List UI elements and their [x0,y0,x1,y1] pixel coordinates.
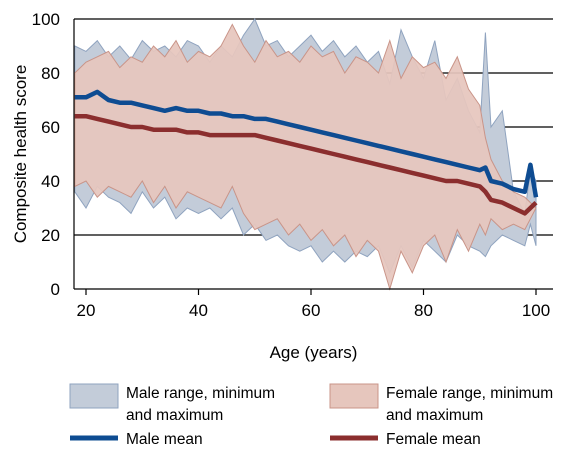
legend-label-line: Female mean [386,431,481,448]
axes: 0 20 40 60 80 100 20 40 60 80 100 [32,10,553,320]
x-tick-label-80: 80 [414,301,433,320]
y-axis-label: Composite health score [11,65,30,244]
female-range-area [74,23,537,291]
legend-swatch-male-range [69,383,119,409]
x-axis-label: Age (years) [270,343,358,362]
y-tick-label-100: 100 [32,10,60,29]
range-areas [74,17,537,291]
legend-label-male-range: Male range, minimum and maximum [126,385,275,424]
x-tick-label-20: 20 [77,301,96,320]
legend-label-female-mean: Female mean [386,431,481,448]
y-tick-label-0: 0 [51,280,60,299]
x-tick-label-100: 100 [522,301,550,320]
y-tick-label-40: 40 [41,172,60,191]
male-mean-line [74,89,539,198]
legend-label-male-mean: Male mean [126,431,203,448]
legend-label-line: and maximum [386,407,483,424]
x-tick-label-60: 60 [302,301,321,320]
legend-label-female-range: Female range, minimum and maximum [386,385,553,424]
legend-label-line: Male range, minimum [126,385,275,402]
x-tick-label-40: 40 [189,301,208,320]
mean-lines [74,89,539,216]
legend-label-line: Male mean [126,431,203,448]
female-mean-line [74,113,538,216]
y-tick-label-60: 60 [41,118,60,137]
legend-swatch-female-range [329,383,379,409]
y-tick-label-20: 20 [41,226,60,245]
y-tick-label-80: 80 [41,64,60,83]
legend-label-line: and maximum [126,407,223,424]
legend-label-line: Female range, minimum [386,385,553,402]
